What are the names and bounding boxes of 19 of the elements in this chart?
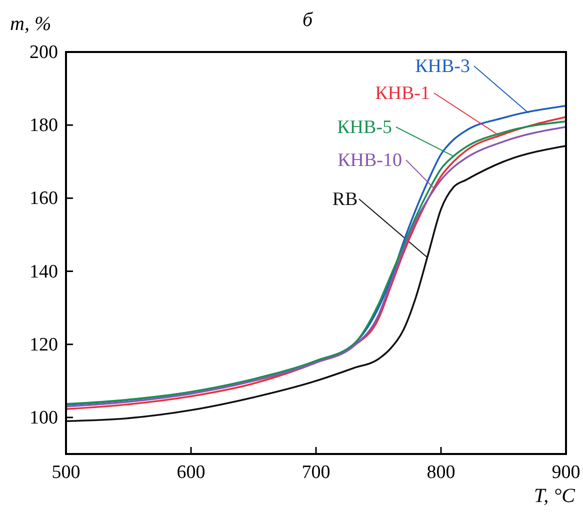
- text: КНВ-1: [375, 83, 430, 104]
- x-axis-title: T, °C: [534, 485, 576, 507]
- x-tick-label: 600: [176, 462, 206, 483]
- x-tick-label: 500: [52, 462, 80, 483]
- chart-title: б: [302, 9, 314, 31]
- x-tick-label: 800: [426, 462, 456, 483]
- text: КНВ-5: [337, 117, 392, 138]
- y-axis-title: m, %: [10, 13, 52, 35]
- text: RB: [332, 189, 358, 210]
- y-tick-label: 120: [30, 334, 58, 356]
- x-tick-label: 700: [302, 462, 330, 483]
- y-tick-label: 180: [30, 115, 58, 136]
- y-tick-label: 160: [30, 188, 58, 210]
- x-tick-label: 900: [552, 462, 580, 483]
- text: КНВ-3: [415, 56, 470, 77]
- y-tick-label: 100: [30, 407, 58, 428]
- y-tick-label: 140: [30, 261, 58, 282]
- y-tick-label: 200: [30, 42, 58, 63]
- series-label: КНВ-10: [338, 150, 402, 171]
